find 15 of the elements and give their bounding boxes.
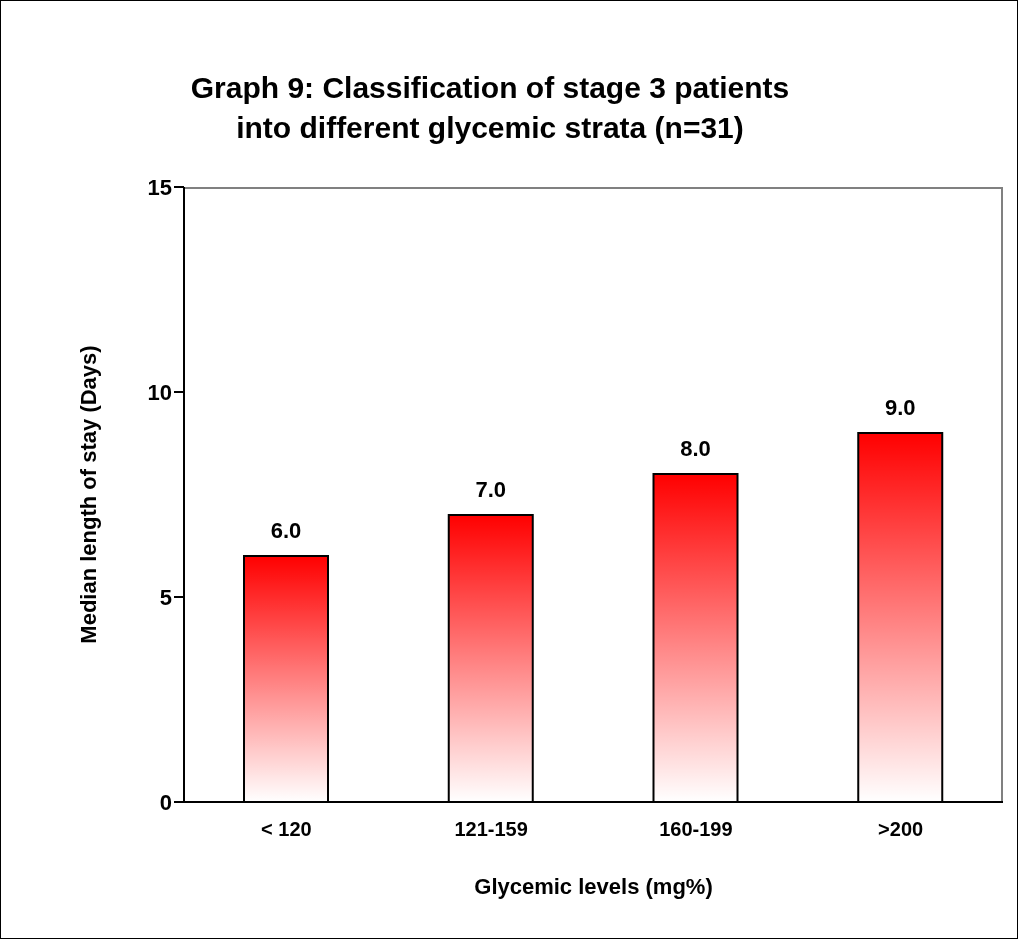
x-tick-label: < 120 <box>261 818 312 841</box>
data-label: 7.0 <box>475 477 507 502</box>
x-tick-label: 160-199 <box>659 818 733 841</box>
y-tick-label: 0 <box>159 789 172 815</box>
x-tick-label: 121-159 <box>454 818 528 841</box>
y-axis-title: Median length of stay (Days) <box>75 345 101 644</box>
data-label: 9.0 <box>884 395 916 420</box>
chart-title: Graph 9: Classification of stage 3 patients into different glycemic strata (n=31) <box>189 70 791 146</box>
y-tick-label: 15 <box>147 174 172 200</box>
x-tick-label: >200 <box>878 818 924 841</box>
y-tick-label: 5 <box>159 584 172 610</box>
y-tick-label: 10 <box>147 379 172 405</box>
data-label: 8.0 <box>680 436 711 461</box>
data-label: 6.0 <box>270 518 302 543</box>
x-axis-title: Glycemic levels (mg%) <box>474 874 713 899</box>
